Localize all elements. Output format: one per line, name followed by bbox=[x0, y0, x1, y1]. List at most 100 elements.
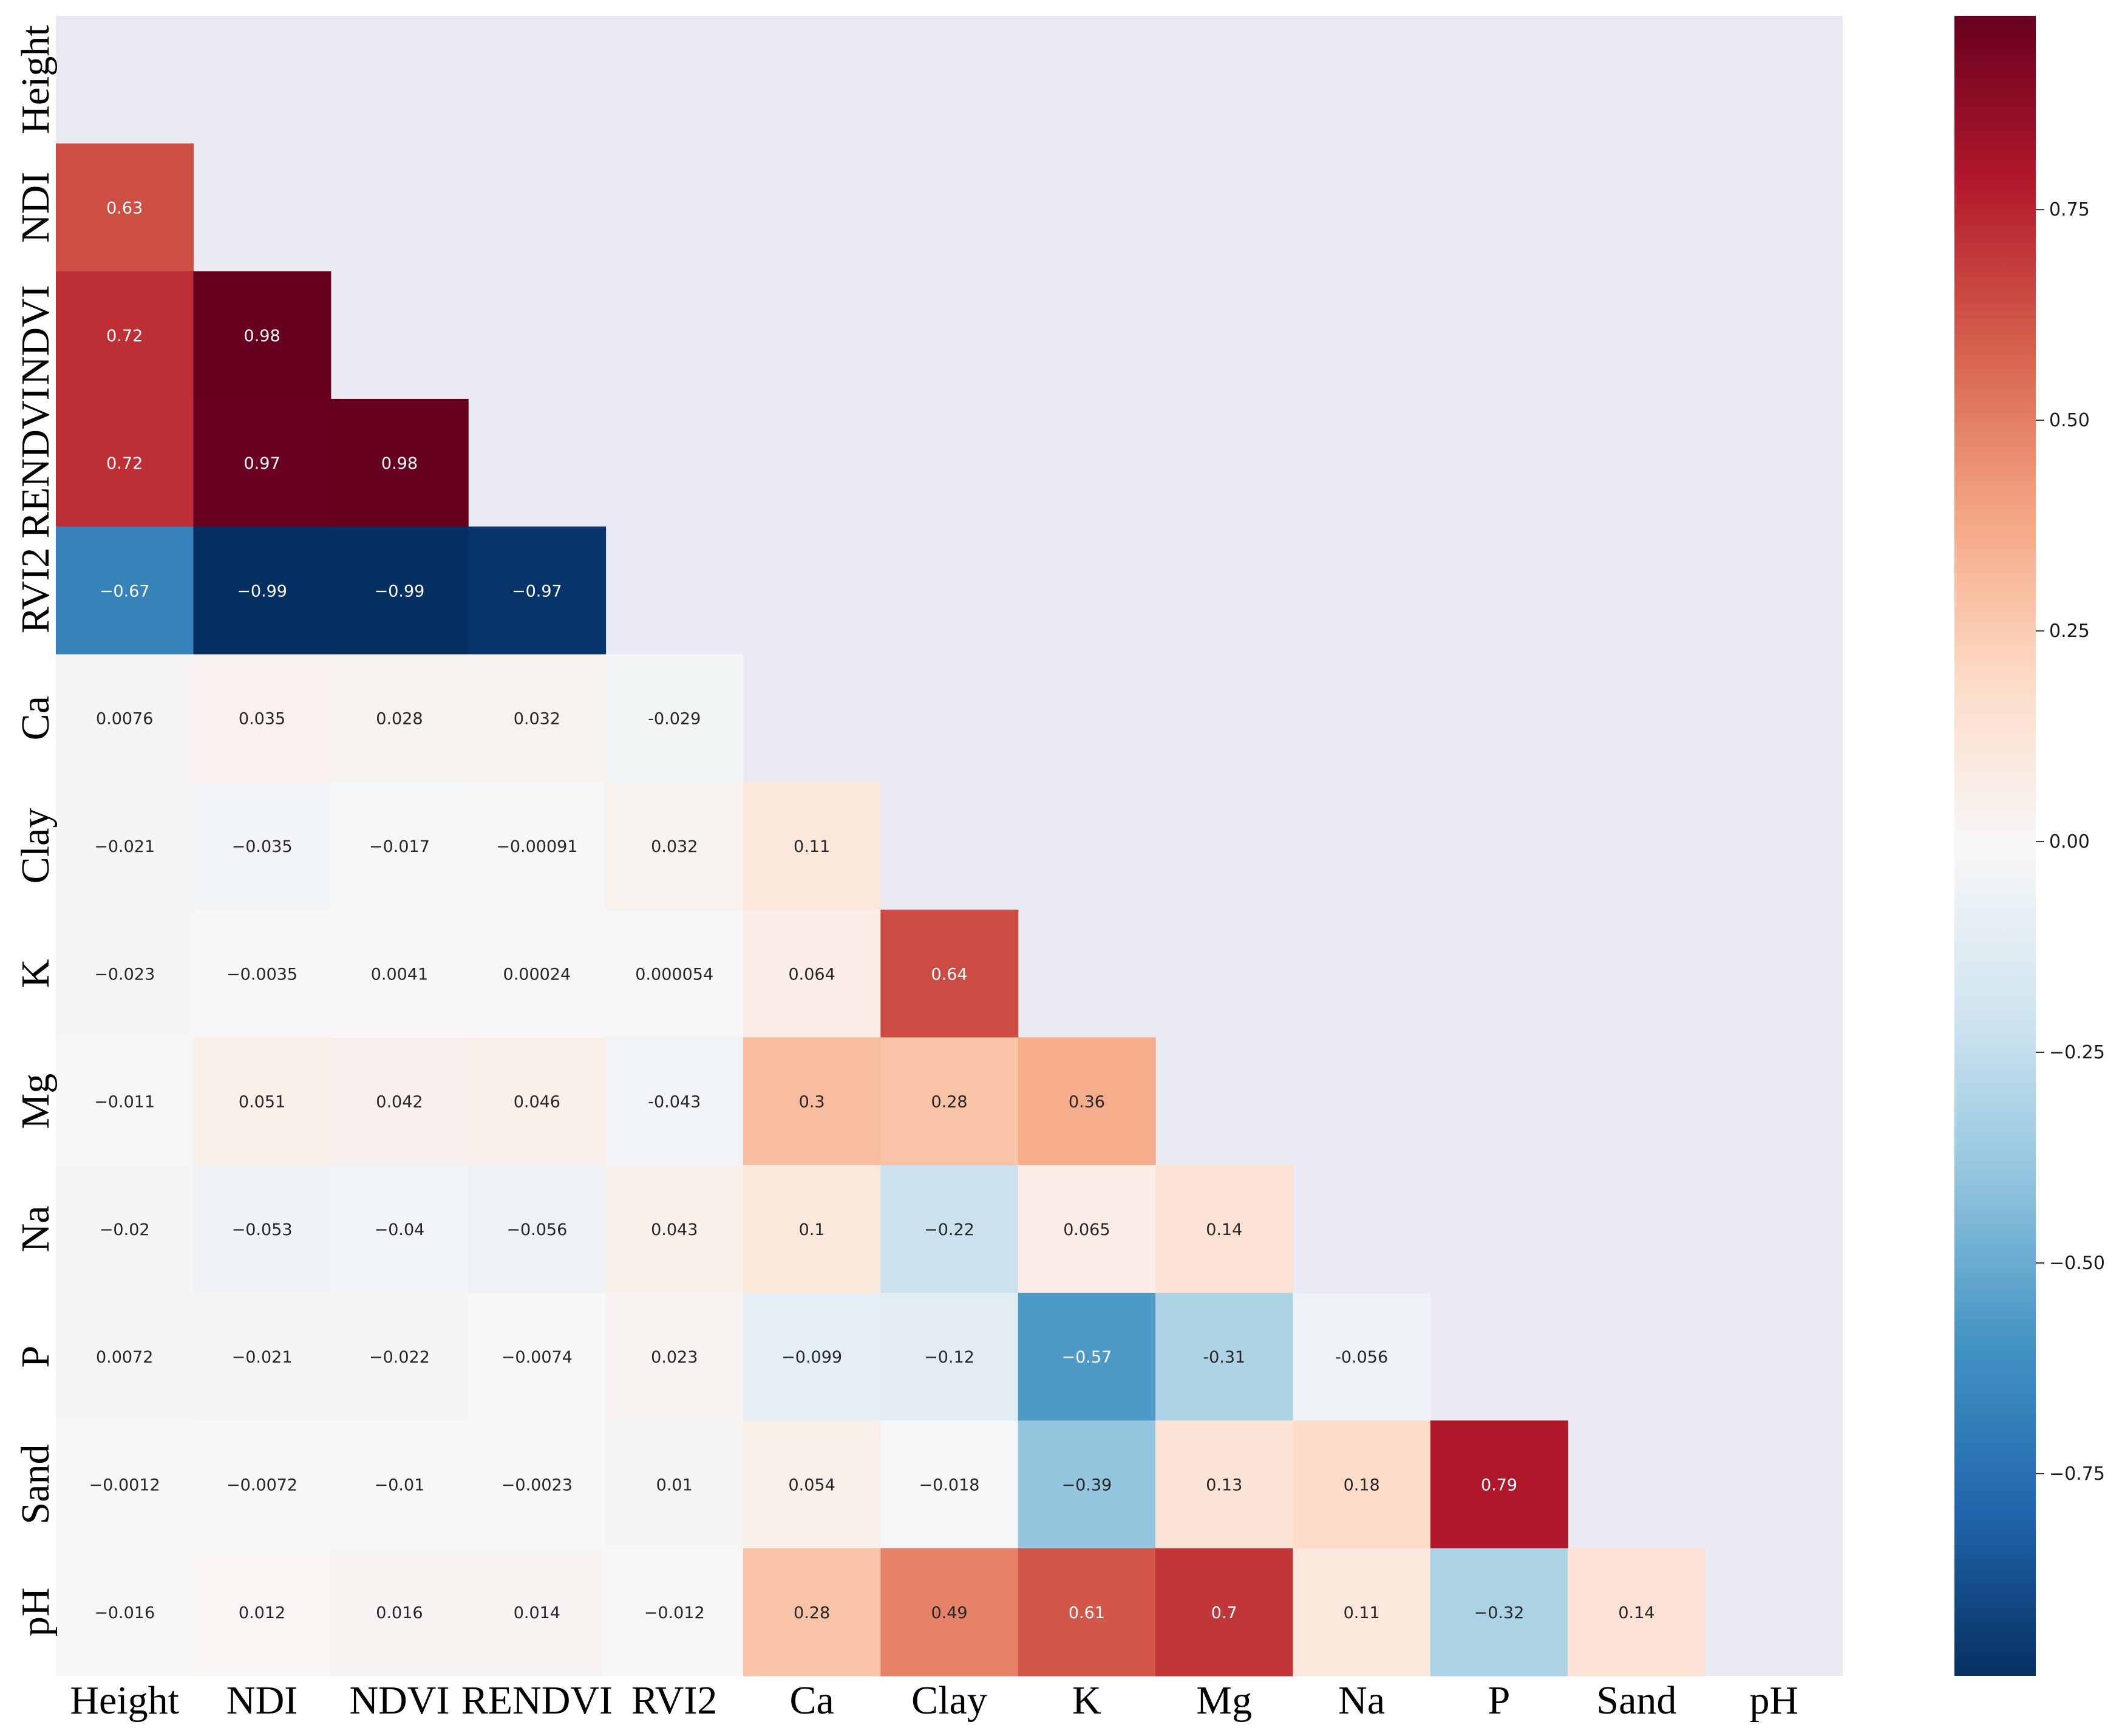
cell-ndvi-height bbox=[56, 271, 194, 400]
cell-rvi2-height bbox=[56, 526, 194, 655]
colorbar-tick-label: 0.50 bbox=[2049, 410, 2090, 431]
colorbar-tick-label: 0.25 bbox=[2049, 621, 2090, 642]
cell-na-ndi bbox=[193, 1165, 332, 1293]
cell-value-ph-k: 0.61 bbox=[1069, 1604, 1105, 1622]
y-tick-ph: pH bbox=[13, 1588, 58, 1637]
cell-ca-ndi bbox=[193, 654, 332, 783]
cell-value-clay-ndvi: −0.017 bbox=[369, 837, 430, 856]
x-tick-ph: pH bbox=[1749, 1678, 1798, 1723]
cell-k-rendvi bbox=[468, 910, 607, 1038]
cell-value-mg-k: 0.36 bbox=[1069, 1093, 1105, 1112]
cell-value-sand-rvi2: 0.01 bbox=[656, 1476, 693, 1495]
cell-na-ndvi bbox=[330, 1165, 469, 1293]
cell-ph-rendvi bbox=[468, 1548, 607, 1676]
cell-value-ca-rendvi: 0.032 bbox=[514, 710, 560, 729]
cell-na-ca bbox=[743, 1165, 881, 1293]
colorbar-tick-label: −0.25 bbox=[2049, 1042, 2105, 1063]
cell-na-mg bbox=[1155, 1165, 1294, 1293]
x-tick-ndvi: NDVI bbox=[349, 1678, 449, 1723]
cell-mg-rendvi bbox=[468, 1037, 607, 1166]
x-tick-rvi2: RVI2 bbox=[631, 1678, 717, 1723]
cell-sand-rendvi bbox=[468, 1420, 607, 1549]
cell-value-ph-mg: 0.7 bbox=[1211, 1604, 1237, 1622]
cell-mg-k bbox=[1018, 1037, 1156, 1166]
cell-k-rvi2 bbox=[605, 910, 744, 1038]
y-tick-ndvi: NDVI bbox=[13, 285, 58, 385]
cell-value-ph-ca: 0.28 bbox=[794, 1604, 830, 1622]
cell-value-mg-ca: 0.3 bbox=[799, 1093, 825, 1112]
cell-na-k bbox=[1018, 1165, 1156, 1293]
cell-ca-rendvi bbox=[468, 654, 607, 783]
cell-clay-rendvi bbox=[468, 781, 607, 910]
y-tick-ndi: NDI bbox=[13, 172, 58, 243]
cell-mg-clay bbox=[880, 1037, 1019, 1166]
cell-value-p-clay: −0.12 bbox=[924, 1348, 974, 1367]
cell-value-mg-clay: 0.28 bbox=[931, 1093, 967, 1112]
cell-ph-ndi bbox=[193, 1548, 332, 1676]
cell-ca-height bbox=[56, 654, 194, 783]
cell-na-clay bbox=[880, 1165, 1019, 1293]
cell-clay-ca bbox=[743, 781, 881, 910]
cell-k-clay bbox=[880, 910, 1019, 1038]
cell-value-ph-rendvi: 0.014 bbox=[514, 1604, 560, 1622]
y-tick-na: Na bbox=[13, 1205, 58, 1252]
x-axis-tick-labels: Height NDI NDVI RENDVI RVI2 Ca Clay K Mg Na P Sand p… bbox=[70, 1678, 1798, 1723]
cell-ph-na bbox=[1293, 1548, 1431, 1676]
cell-sand-ndi bbox=[193, 1420, 332, 1549]
cell-value-k-rendvi: 0.00024 bbox=[503, 965, 571, 984]
cell-value-rvi2-rendvi: −0.97 bbox=[512, 582, 562, 601]
y-tick-mg: Mg bbox=[13, 1074, 58, 1129]
x-tick-k: K bbox=[1072, 1678, 1101, 1723]
cell-value-ndi-height: 0.63 bbox=[106, 199, 143, 217]
cell-ph-ndvi bbox=[330, 1548, 469, 1676]
x-tick-height: Height bbox=[70, 1678, 179, 1723]
cell-rvi2-rendvi bbox=[468, 526, 607, 655]
cell-value-mg-ndvi: 0.042 bbox=[376, 1093, 423, 1112]
cell-value-sand-p: 0.79 bbox=[1481, 1476, 1517, 1495]
cell-value-sand-ca: 0.054 bbox=[788, 1476, 835, 1495]
cell-ph-rvi2 bbox=[605, 1548, 744, 1676]
cell-value-mg-rendvi: 0.046 bbox=[514, 1093, 560, 1112]
colorbar-tick-label: −0.50 bbox=[2049, 1253, 2105, 1274]
cell-value-k-ndvi: 0.0041 bbox=[371, 965, 428, 984]
cell-sand-k bbox=[1018, 1420, 1156, 1549]
cell-value-p-rendvi: −0.0074 bbox=[502, 1348, 573, 1367]
x-tick-p: P bbox=[1488, 1678, 1511, 1723]
cell-value-sand-mg: 0.13 bbox=[1206, 1476, 1242, 1495]
cell-value-sand-ndvi: −0.01 bbox=[375, 1476, 425, 1495]
colorbar bbox=[1954, 16, 2036, 1676]
cell-p-rvi2 bbox=[605, 1293, 744, 1421]
cell-value-p-ca: −0.099 bbox=[781, 1348, 842, 1367]
cell-value-clay-ndi: −0.035 bbox=[232, 837, 293, 856]
cell-p-rendvi bbox=[468, 1293, 607, 1421]
cell-value-p-ndvi: −0.022 bbox=[369, 1348, 430, 1367]
cell-sand-clay bbox=[880, 1420, 1019, 1549]
cell-sand-p bbox=[1430, 1420, 1568, 1549]
cell-ca-rvi2 bbox=[605, 654, 744, 783]
cell-ph-k bbox=[1018, 1548, 1156, 1676]
cell-value-na-k: 0.065 bbox=[1063, 1220, 1110, 1239]
colorbar-ticks: 0.75 0.50 0.25 0.00 −0.25 −0.50 −0.75 bbox=[2036, 199, 2105, 1485]
cell-ndi-height bbox=[56, 143, 194, 272]
cell-rendvi-ndi bbox=[193, 398, 332, 527]
cell-value-ph-height: −0.016 bbox=[94, 1604, 155, 1622]
cell-sand-rvi2 bbox=[605, 1420, 744, 1549]
cell-ph-p bbox=[1430, 1548, 1568, 1676]
y-tick-rvi2: RVI2 bbox=[13, 548, 58, 633]
cell-value-k-ndi: −0.0035 bbox=[226, 965, 298, 984]
cell-mg-ca bbox=[743, 1037, 881, 1166]
x-tick-clay: Clay bbox=[911, 1678, 987, 1723]
cell-value-ca-ndvi: 0.028 bbox=[376, 710, 423, 729]
cell-sand-ca bbox=[743, 1420, 881, 1549]
cell-value-rendvi-ndi: 0.97 bbox=[244, 454, 281, 473]
cell-value-sand-na: 0.18 bbox=[1344, 1476, 1380, 1495]
cell-rvi2-ndi bbox=[193, 526, 332, 655]
cell-value-sand-height: −0.0012 bbox=[89, 1476, 160, 1495]
cell-mg-rvi2 bbox=[605, 1037, 744, 1166]
cell-clay-ndvi bbox=[330, 781, 469, 910]
cell-value-sand-rendvi: −0.0023 bbox=[502, 1476, 573, 1495]
cell-na-rendvi bbox=[468, 1165, 607, 1293]
cell-clay-rvi2 bbox=[605, 781, 744, 910]
cell-p-mg bbox=[1155, 1293, 1294, 1421]
